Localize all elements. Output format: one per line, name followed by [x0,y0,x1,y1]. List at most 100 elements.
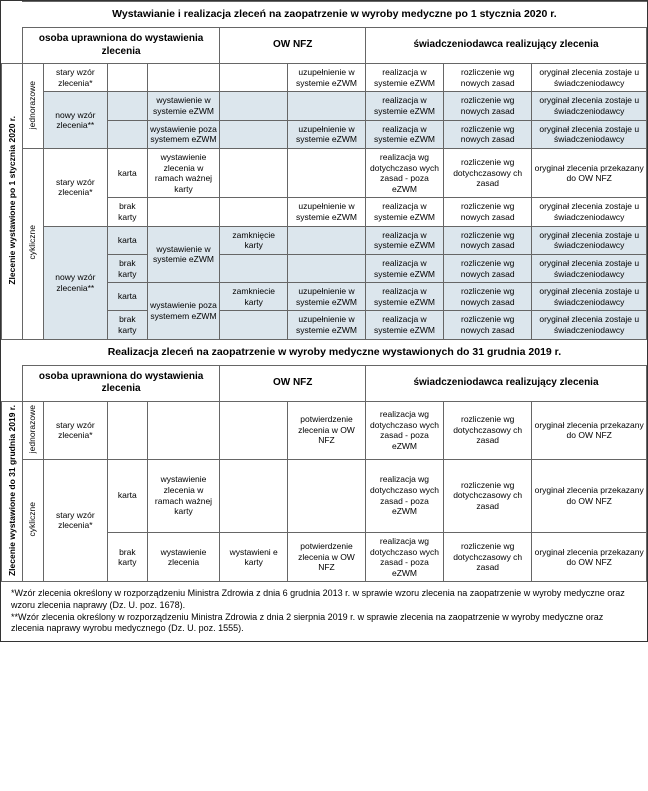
cell: karta [108,283,148,311]
cell: realizacja w systemie eZWM [365,226,443,254]
cell: rozliczenie wg nowych zasad [443,120,531,148]
cell: nowy wzór zlecenia** [43,92,107,149]
cell [220,459,288,532]
cell: brak karty [108,254,148,282]
cell: zamkniecie karty [220,283,288,311]
cell [287,254,365,282]
cell [147,401,220,459]
cell: brak karty [108,532,148,582]
cell: uzupełnienie w systemie eZWM [287,283,365,311]
cell: stary wzór zlecenia* [43,148,107,226]
cell: realizacja w systemie eZWM [365,92,443,120]
cell: rozliczenie wg dotychczasowy ch zasad [443,148,531,198]
group-cykliczne-2: cykliczne [22,459,43,582]
cell: realizacja w systemie eZWM [365,311,443,339]
cell: realizacja wg dotychczaso wych zasad - p… [365,148,443,198]
cell: wystawienie poza systemem eZWM [147,120,220,148]
cell: stary wzór zlecenia* [43,64,107,92]
cell: realizacja w systemie eZWM [365,254,443,282]
cell: potwierdzenie zlecenia w OW NFZ [287,532,365,582]
cell: rozliczenie wg nowych zasad [443,226,531,254]
cell: rozliczenie wg nowych zasad [443,198,531,226]
cell: oryginał zlecenia przekazany do OW NFZ [532,532,647,582]
cell: realizacja w systemie eZWM [365,64,443,92]
cell: oryginał zlecenia zostaje u świadczeniod… [532,120,647,148]
cell [220,198,288,226]
cell [287,92,365,120]
cell: stary wzór zlecenia* [43,401,107,459]
header-osoba: osoba uprawniona do wystawienia zlecenia [22,28,220,64]
cell: potwierdzenie zlecenia w OW NFZ [287,401,365,459]
cell: oryginał zlecenia przekazany do OW NFZ [532,148,647,198]
cell [220,148,288,198]
cell: brak karty [108,311,148,339]
footnotes: *Wzór zlecenia określony w rozporządzeni… [1,582,647,641]
cell: uzupełnienie w systemie eZWM [287,198,365,226]
cell [220,92,288,120]
footnote-1: *Wzór zlecenia określony w rozporządzeni… [11,588,637,611]
cell: karta [108,226,148,254]
cell: wystawienie w systemie eZWM [147,226,220,283]
cell [108,92,148,120]
cell: realizacja wg dotychczaso wych zasad - p… [365,459,443,532]
side-label-2: Zlecenie wystawione do 31 grudnia 2019 r… [2,401,23,582]
cell: wystawienie poza systemem eZWM [147,283,220,340]
group-cykliczne-1: cykliczne [22,148,43,339]
cell: rozliczenie wg nowych zasad [443,92,531,120]
cell [220,401,288,459]
cell: rozliczenie wg dotychczasowy ch zasad [443,459,531,532]
cell: rozliczenie wg dotychczasowy ch zasad [443,532,531,582]
cell: brak karty [108,198,148,226]
cell [287,459,365,532]
cell: wystawienie w systemie eZWM [147,92,220,120]
cell [108,64,148,92]
cell: oryginał zlecenia zostaje u świadczeniod… [532,283,647,311]
cell: uzupełnienie w systemie eZWM [287,311,365,339]
header-ownfz: OW NFZ [220,28,366,64]
group-jednorazowe-2: jednorazowe [22,401,43,459]
cell: uzupełnienie w systemie eZWM [287,120,365,148]
header-ownfz-2: OW NFZ [220,365,366,401]
cell: rozliczenie wg nowych zasad [443,283,531,311]
header-osoba-2: osoba uprawniona do wystawienia zlecenia [22,365,220,401]
group-jednorazowe-1: jednorazowe [22,64,43,149]
cell: zamknięcie karty [220,226,288,254]
cell: oryginał zlecenia zostaje u świadczeniod… [532,92,647,120]
header-swiadczeniodawca: świadczeniodawca realizujący zlecenia [365,28,646,64]
cell: realizacja w systemie eZWM [365,198,443,226]
footnote-2: **Wzór zlecenia określony w rozporządzen… [11,612,637,635]
cell: realizacja w systemie eZWM [365,283,443,311]
cell [220,120,288,148]
cell [287,226,365,254]
cell: wystawienie zlecenia w ramach ważnej kar… [147,148,220,198]
cell [147,64,220,92]
cell [147,198,220,226]
cell: wystawienie zlecenia w ramach ważnej kar… [147,459,220,532]
cell [220,311,288,339]
side-label-1: Zlecenie wystawione po 1 stycznia 2020 r… [2,64,23,340]
cell: karta [108,148,148,198]
cell: rozliczenie wg nowych zasad [443,64,531,92]
cell [220,64,288,92]
cell: oryginał zlecenia zostaje u świadczeniod… [532,226,647,254]
section1-title: Wystawianie i realizacja zleceń na zaopa… [22,2,646,28]
cell: oryginał zlecenia zostaje u świadczeniod… [532,198,647,226]
cell [287,148,365,198]
cell: wystawieni e karty [220,532,288,582]
cell [108,401,148,459]
cell: oryginał zlecenia przekazany do OW NFZ [532,401,647,459]
cell: rozliczenie wg nowych zasad [443,311,531,339]
cell [108,120,148,148]
cell: realizacja w systemie eZWM [365,120,443,148]
cell: realizacja wg dotychczaso wych zasad - p… [365,532,443,582]
cell: stary wzór zlecenia* [43,459,107,582]
cell: uzupełnienie w systemie eZWM [287,64,365,92]
cell: realizacja wg dotychczaso wych zasad - p… [365,401,443,459]
cell: nowy wzór zlecenia** [43,226,107,339]
cell [220,254,288,282]
cell: oryginał zlecenia zostaje u świadczeniod… [532,254,647,282]
cell: wystawienie zlecenia [147,532,220,582]
cell: rozliczenie wg dotychczasowy ch zasad [443,401,531,459]
header-swiadczeniodawca-2: świadczeniodawca realizujący zlecenia [365,365,646,401]
section2-title: Realizacja zleceń na zaopatrzenie w wyro… [22,339,646,365]
